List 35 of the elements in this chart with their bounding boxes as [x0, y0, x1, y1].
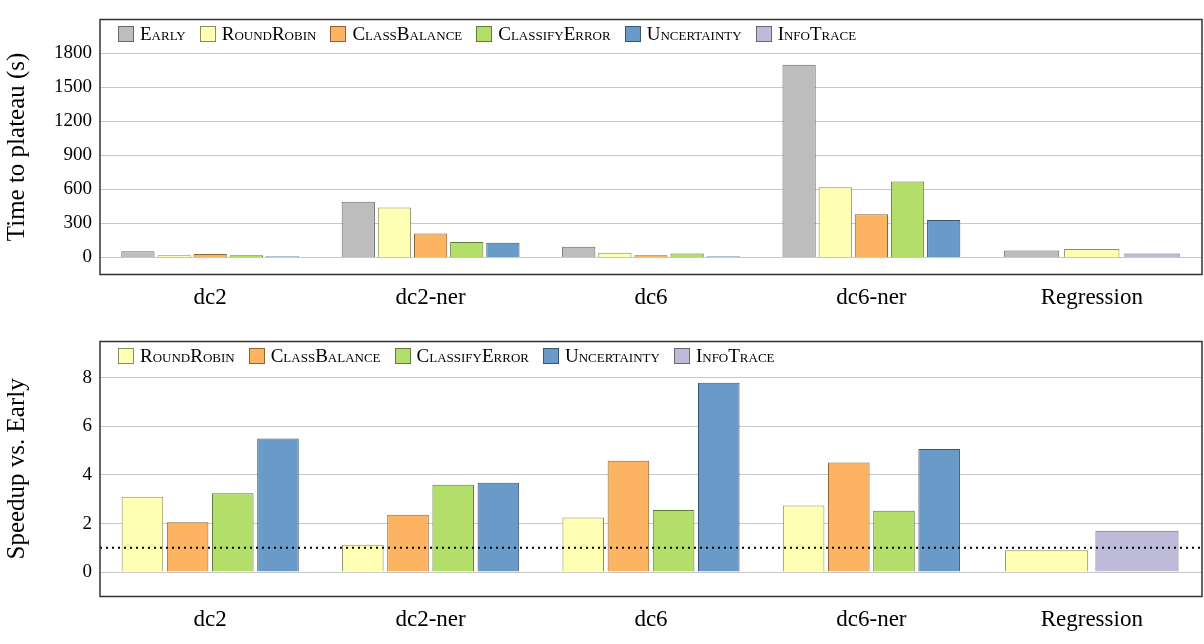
- legend-label: ClassBalance: [352, 23, 463, 46]
- legend-label: Early: [140, 23, 186, 46]
- y-axis-title: Time to plateau (s): [1, 52, 30, 242]
- y-tick-label: 2: [82, 511, 92, 533]
- x-tick-label: dc2: [193, 606, 227, 632]
- y-tick-label: 300: [63, 211, 92, 233]
- legend-label: Uncertainty: [564, 345, 660, 368]
- x-tick-label: Regression: [1040, 606, 1144, 632]
- x-tick-label: dc6-ner: [836, 284, 907, 310]
- x-tick-label: dc2: [193, 284, 227, 310]
- x-tick-label: dc6: [634, 284, 668, 310]
- y-tick-label: 6: [82, 414, 92, 436]
- y-tick-label: 1200: [54, 109, 92, 131]
- x-tick-label: Regression: [1040, 284, 1144, 310]
- y-tick-label: 1800: [54, 41, 92, 63]
- legend-label: ClassifyError: [416, 345, 529, 368]
- legend-label: ClassifyError: [498, 23, 611, 46]
- y-axis-title: Speedup vs. Early: [1, 377, 29, 560]
- y-tick-label: 1500: [54, 75, 92, 97]
- y-tick-label: 0: [82, 560, 92, 582]
- y-tick-label: 0: [82, 245, 92, 267]
- x-tick-label: dc6: [634, 606, 668, 632]
- x-tick-label: dc2-ner: [395, 606, 467, 632]
- y-tick-label: 8: [82, 365, 92, 387]
- legend-label: RoundRobin: [140, 345, 235, 368]
- legend-label: RoundRobin: [221, 23, 317, 46]
- x-tick-label: dc2-ner: [395, 284, 467, 310]
- legend-label: InfoTrace: [695, 345, 775, 368]
- legend-label: InfoTrace: [777, 23, 857, 46]
- y-tick-label: 600: [63, 177, 92, 199]
- y-tick-label: 4: [82, 462, 93, 484]
- y-tick-label: 900: [63, 143, 92, 165]
- legend-label: ClassBalance: [270, 345, 381, 368]
- legend-label: Uncertainty: [646, 23, 742, 46]
- x-tick-label: dc6-ner: [836, 606, 907, 632]
